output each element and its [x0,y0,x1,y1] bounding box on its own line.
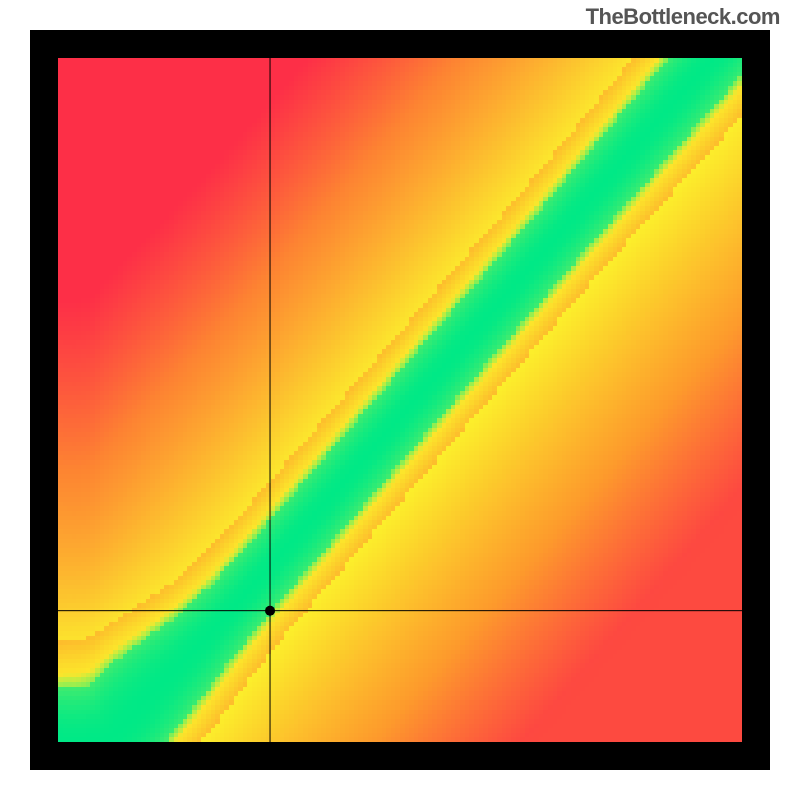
bottleneck-heatmap [30,30,770,770]
watermark-text: TheBottleneck.com [586,4,780,30]
